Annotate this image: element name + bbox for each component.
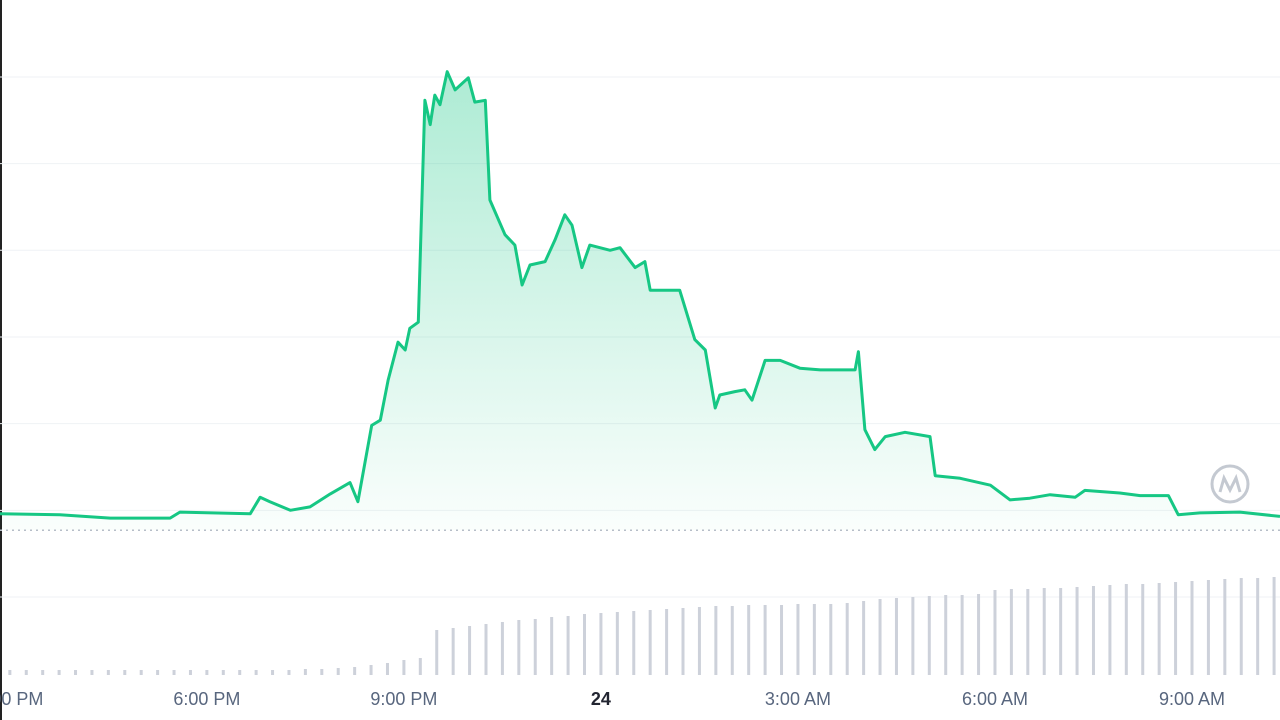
volume-bar xyxy=(1206,580,1210,675)
volume-bar xyxy=(188,670,192,675)
volume-bar xyxy=(221,670,225,675)
volume-bar xyxy=(862,601,866,675)
volume-bar xyxy=(484,624,488,675)
volume-bar xyxy=(1157,583,1161,675)
watermark xyxy=(1210,464,1250,504)
volume-bar xyxy=(1190,581,1194,675)
volume-bar xyxy=(894,598,898,675)
volume-bar xyxy=(41,670,45,675)
volume-bar xyxy=(1059,588,1063,675)
volume-bar xyxy=(780,605,784,675)
volume-bar xyxy=(1174,582,1178,675)
volume-bar xyxy=(796,604,800,675)
volume-bar xyxy=(1108,585,1112,675)
volume-bar xyxy=(336,668,340,675)
volume-bar xyxy=(435,630,439,675)
volume-bar xyxy=(303,669,307,675)
volume-bar xyxy=(927,596,931,675)
volume-bar xyxy=(1091,586,1095,675)
volume-bar xyxy=(812,604,816,675)
volume-bar xyxy=(878,599,882,675)
volume-bar xyxy=(944,595,948,675)
volume-bar xyxy=(533,619,537,675)
volume-bar xyxy=(583,614,587,675)
volume-bar xyxy=(566,616,570,675)
left-edge xyxy=(0,0,2,720)
volume-bar xyxy=(993,590,997,675)
volume-bar xyxy=(139,670,143,675)
volume-bar xyxy=(287,670,291,675)
area xyxy=(0,71,1280,531)
volume-bar xyxy=(369,665,373,675)
volume-bar xyxy=(1075,587,1079,675)
volume-bar xyxy=(156,670,160,675)
volume-bar xyxy=(90,670,94,675)
x-tick-label: 6:00 PM xyxy=(173,689,240,709)
volume-bar xyxy=(763,605,767,675)
volume-bar xyxy=(1141,584,1145,675)
volume-bar xyxy=(517,620,521,675)
volume-bar xyxy=(550,617,554,675)
volume-bar xyxy=(74,670,78,675)
volume-bar xyxy=(714,606,718,675)
volume-bar xyxy=(8,670,12,675)
volume-bar xyxy=(665,609,669,675)
volume-bar xyxy=(106,670,110,675)
x-tick-label: 3:00 PM xyxy=(0,689,43,709)
volume-bar xyxy=(238,670,242,675)
volume-bar xyxy=(353,667,357,675)
volume-bar xyxy=(468,626,472,675)
x-tick-label: 6:00 AM xyxy=(962,689,1028,709)
volume-bar xyxy=(615,612,619,675)
x-tick-label: 3:00 AM xyxy=(765,689,831,709)
volume-bar xyxy=(451,628,455,675)
volume-bar xyxy=(632,611,636,675)
volume-bar xyxy=(681,608,685,675)
volume-bar xyxy=(1272,577,1276,675)
volume-bar xyxy=(1223,579,1227,675)
volume-bar xyxy=(254,670,258,675)
volume-bar xyxy=(599,613,603,675)
volume-bar xyxy=(911,597,915,675)
volume-bar xyxy=(172,670,176,675)
volume-bar xyxy=(123,670,127,675)
volume-bar xyxy=(205,670,209,675)
volume-bar xyxy=(1009,589,1013,675)
volume-bar xyxy=(960,595,964,675)
x-tick-label: 9:00 AM xyxy=(1159,689,1225,709)
volume-bar xyxy=(648,610,652,675)
x-tick-label: 9:00 PM xyxy=(370,689,437,709)
volume-bar xyxy=(730,606,734,675)
price-line xyxy=(0,70,1280,520)
volume-bar xyxy=(500,622,504,675)
volume-bar xyxy=(1042,588,1046,675)
volume-bar xyxy=(1124,584,1128,675)
volume-bar xyxy=(845,603,849,675)
volume-bar xyxy=(697,607,701,675)
volume-bar xyxy=(1256,578,1260,675)
volume-bar xyxy=(57,670,61,675)
volume-bar xyxy=(402,660,406,675)
volume-bar xyxy=(747,605,751,675)
volume-bar xyxy=(418,658,422,675)
volume-bar xyxy=(1239,578,1243,675)
volume-bar xyxy=(320,669,324,675)
volume-bar xyxy=(977,594,981,675)
volume-bar xyxy=(24,670,28,675)
x-tick-label: 24 xyxy=(591,689,611,709)
volume-bar xyxy=(829,604,833,675)
volume-bar xyxy=(385,663,389,675)
volume-bar xyxy=(271,670,275,675)
volume-bar xyxy=(1026,589,1030,675)
